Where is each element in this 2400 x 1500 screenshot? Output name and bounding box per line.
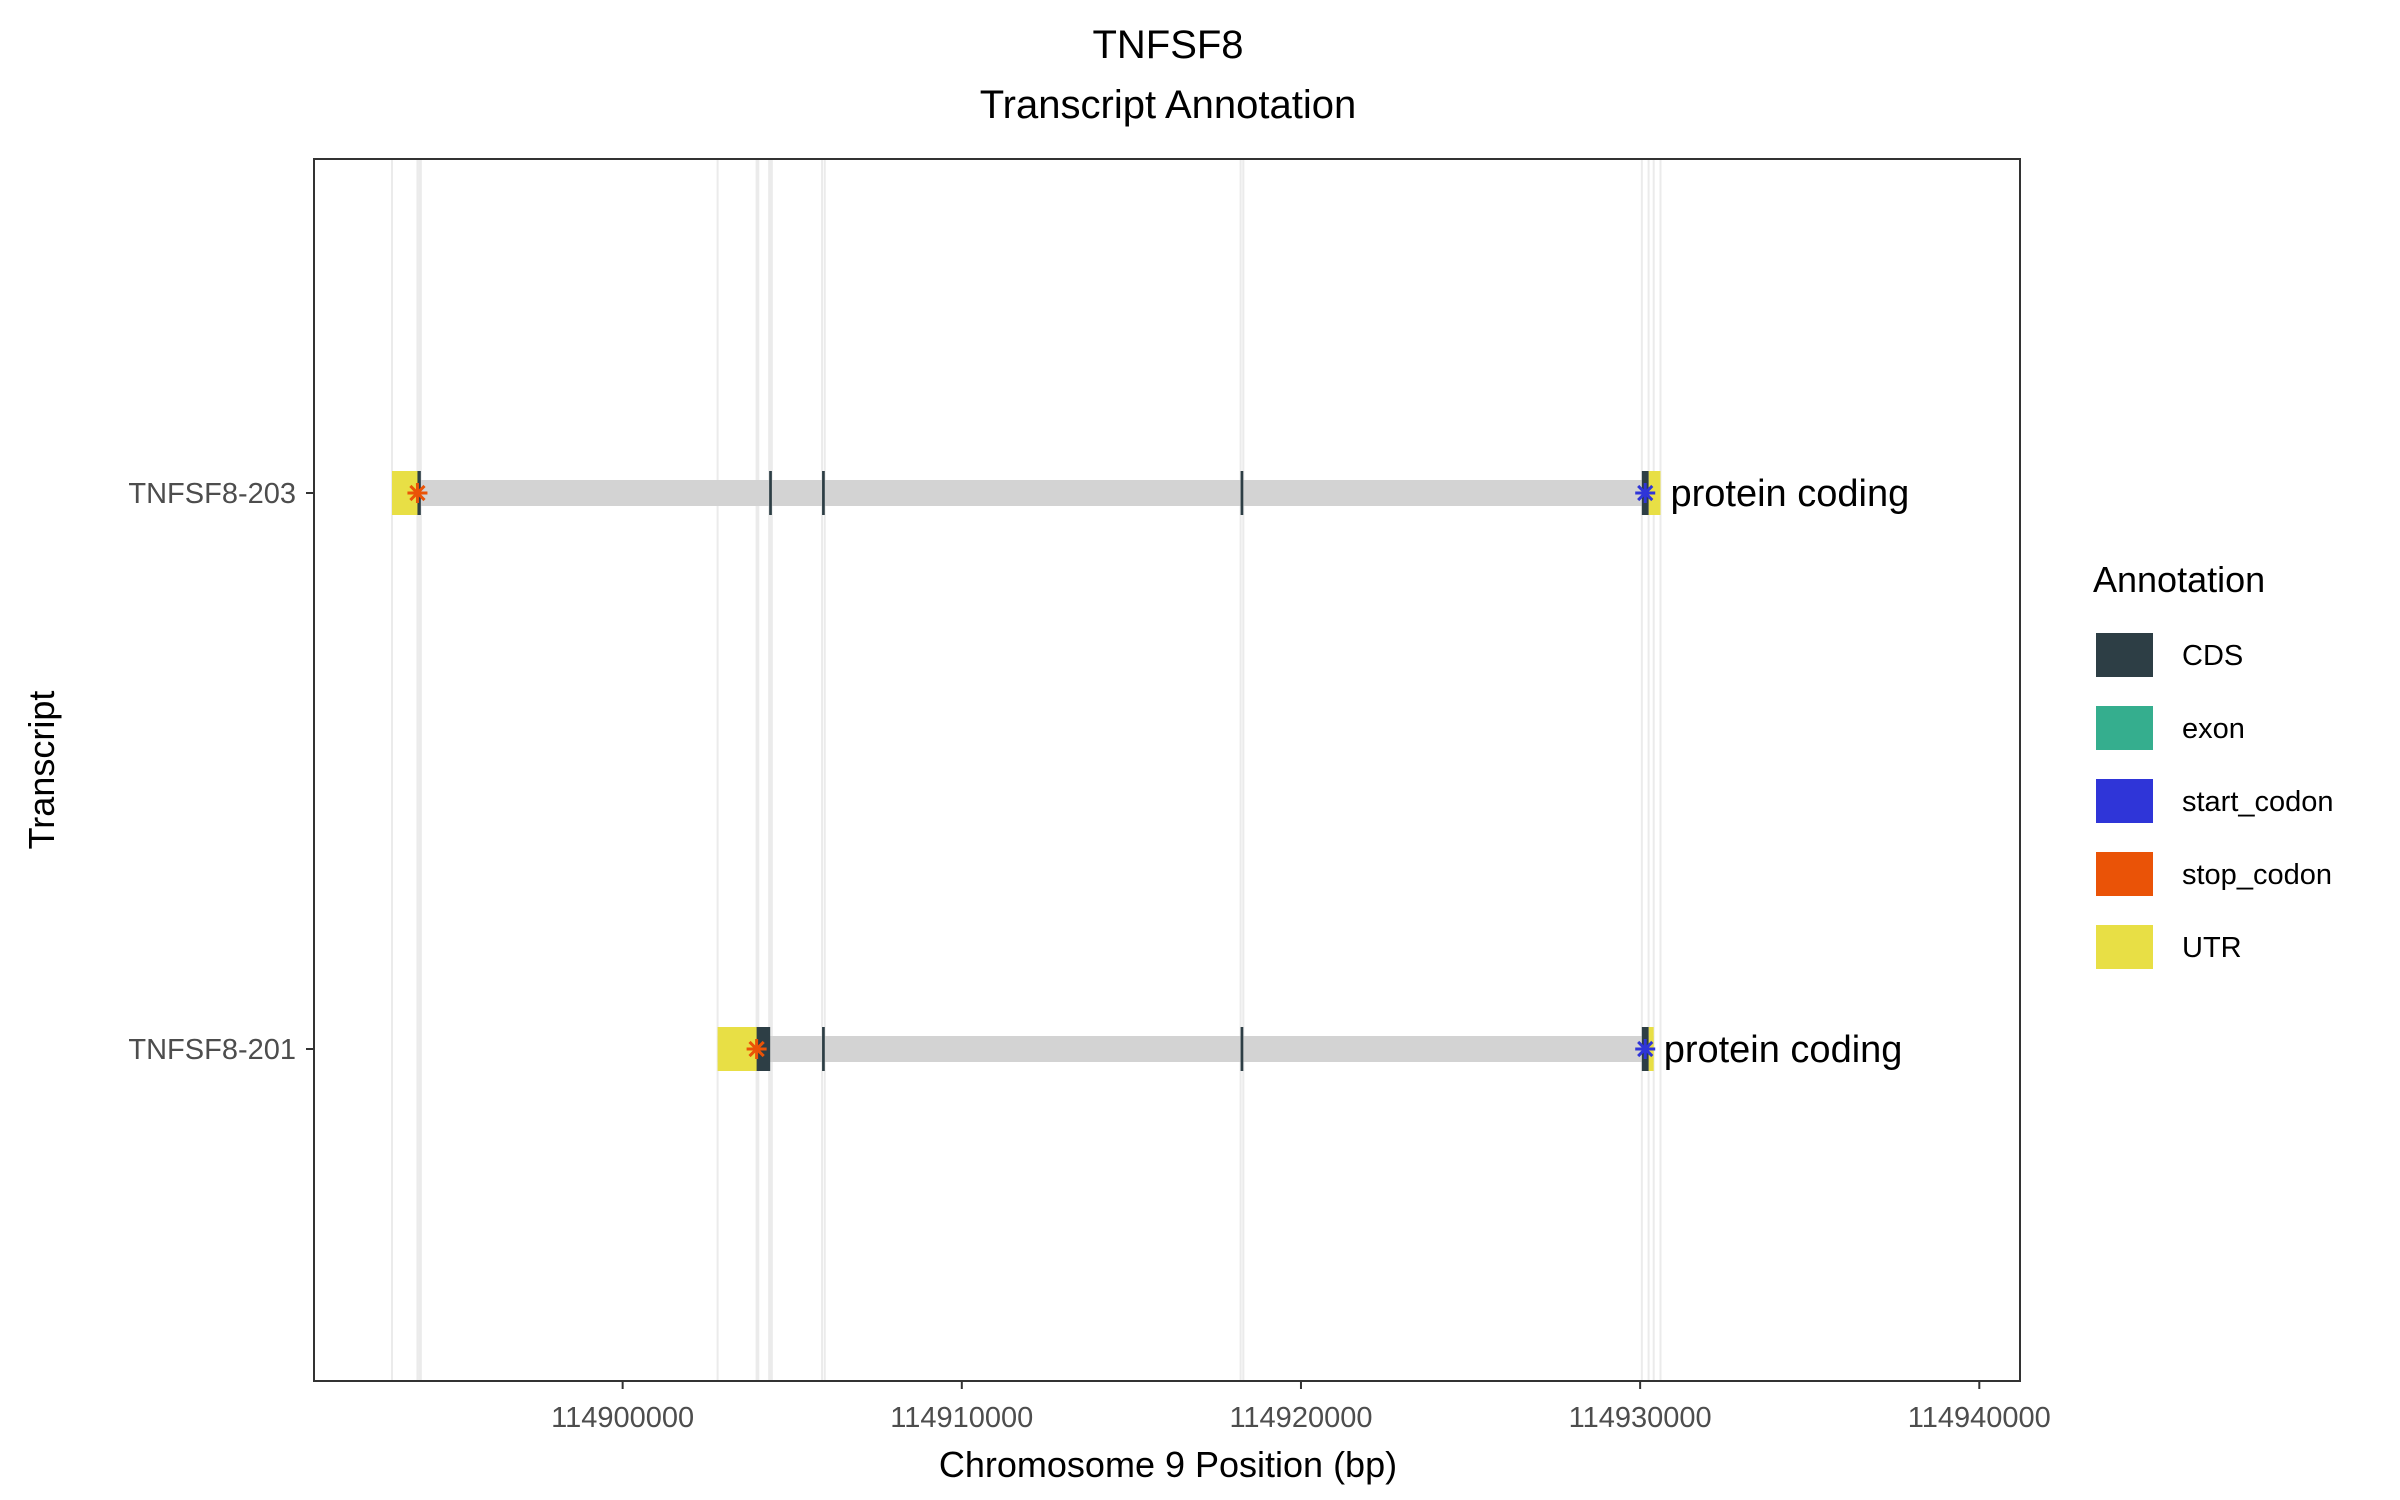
start-codon-marker — [1635, 483, 1656, 503]
legend: Annotation CDS exon start_codon stop_codon U… — [2093, 559, 2334, 969]
x-tick-label: 114930000 — [1569, 1402, 1712, 1434]
x-axis: 114900000 114910000 114920000 114930000 1149… — [551, 1381, 2051, 1434]
chart-title: TNFSF8 — [1092, 23, 1243, 67]
transcript-tracks: protein coding protein coding — [392, 471, 1909, 1071]
legend-key — [2096, 633, 2153, 677]
stop-codon-marker — [746, 1039, 767, 1059]
cds-block — [769, 471, 772, 515]
x-tick-label: 114900000 — [551, 1402, 694, 1434]
x-axis-title: Chromosome 9 Position (bp) — [939, 1444, 1397, 1485]
cds-block — [1240, 1027, 1244, 1071]
legend-key — [2096, 852, 2153, 896]
biotype-label: protein coding — [1670, 473, 1909, 515]
x-tick-label: 114920000 — [1229, 1402, 1372, 1434]
legend-title: Annotation — [2093, 559, 2265, 600]
legend-key — [2096, 706, 2153, 750]
legend-label: UTR — [2182, 932, 2242, 964]
legend-key — [2096, 925, 2153, 969]
biotype-label: protein coding — [1664, 1029, 1903, 1071]
cds-block — [822, 471, 825, 515]
start-codon-marker — [1635, 1039, 1656, 1059]
plot-panel-border — [313, 158, 2021, 1382]
x-tick-label: 114910000 — [890, 1402, 1033, 1434]
y-axis-title: Transcript — [21, 691, 62, 850]
y-tick-label: TNFSF8-203 — [128, 478, 296, 510]
legend-label: CDS — [2182, 640, 2243, 672]
legend-label: start_codon — [2182, 786, 2334, 818]
intron-line — [717, 1036, 1654, 1062]
y-axis: TNFSF8-203 TNFSF8-201 — [128, 478, 314, 1066]
intron-line — [392, 480, 1661, 506]
stop-codon-marker — [407, 483, 428, 503]
y-tick-label: TNFSF8-201 — [128, 1034, 296, 1066]
chart-subtitle: Transcript Annotation — [980, 83, 1357, 127]
legend-key — [2096, 779, 2153, 823]
cds-block — [822, 1027, 825, 1071]
legend-label: exon — [2182, 713, 2245, 745]
x-tick-label: 114940000 — [1908, 1402, 2051, 1434]
grid-lines — [391, 159, 1662, 1381]
cds-block — [1240, 471, 1244, 515]
legend-label: stop_codon — [2182, 859, 2332, 891]
